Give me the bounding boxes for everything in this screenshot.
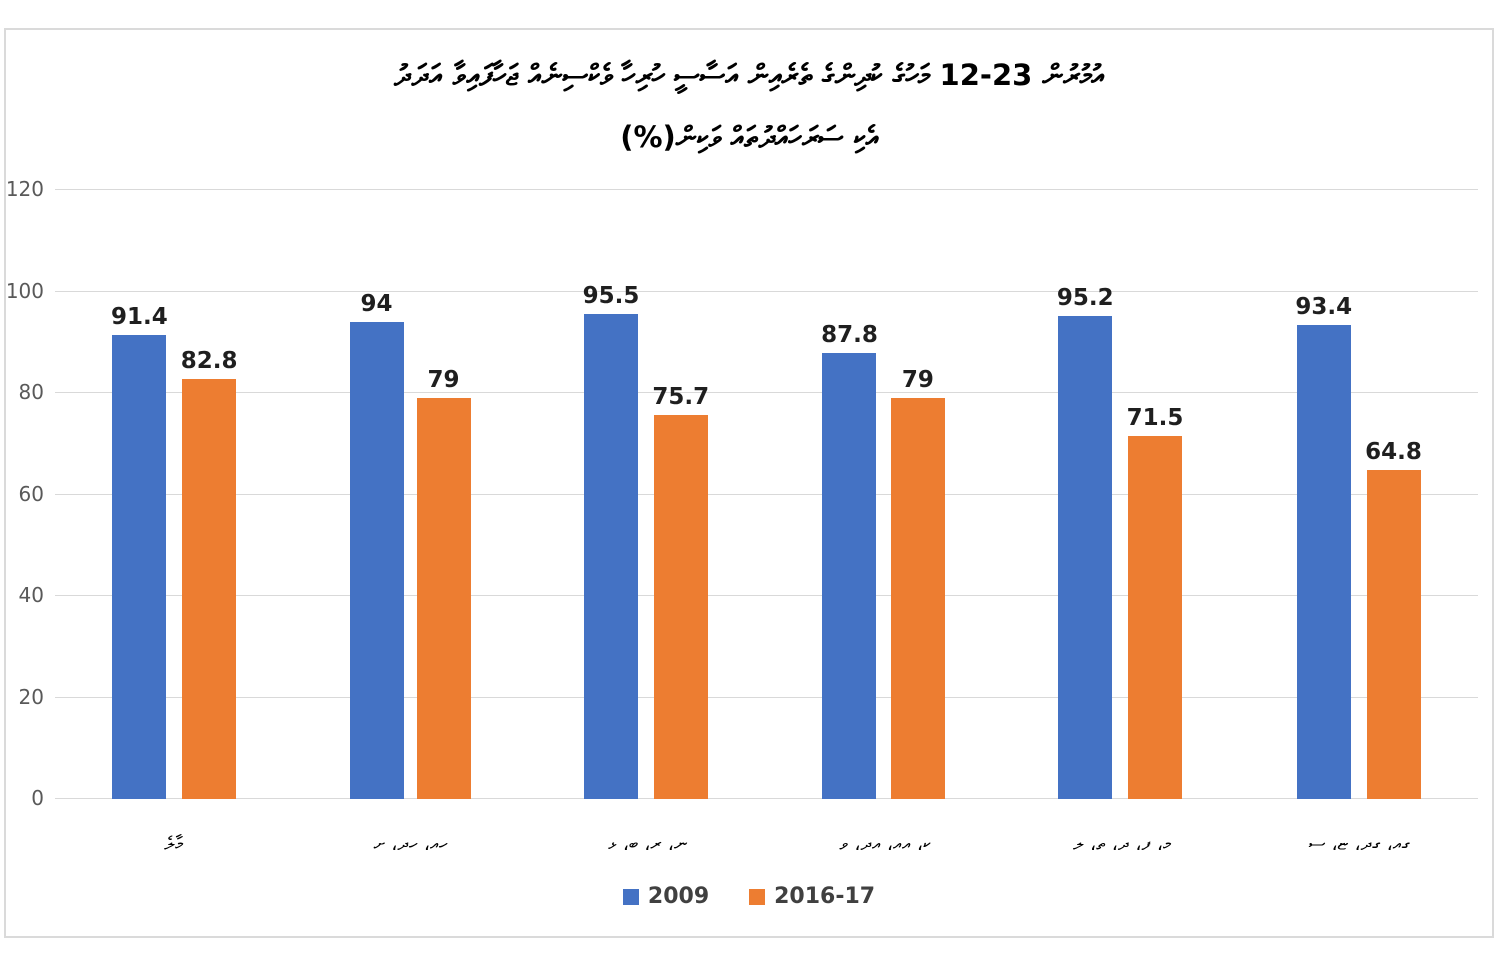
chart-title: އުމުރުން 23-12 މަހުގެ ކުދިންގެ ތެރެއިން … xyxy=(26,44,1472,168)
y-axis-tick-label: 60 xyxy=(18,481,44,506)
bar-column: 79 xyxy=(890,190,945,799)
bar-value-label: 91.4 xyxy=(111,304,168,331)
x-axis-label: މާލެ xyxy=(164,833,184,855)
legend-label: 2009 xyxy=(647,884,710,909)
y-axis-tick-label: 80 xyxy=(18,380,44,404)
legend-swatch-icon xyxy=(749,889,766,905)
bar-column: 87.8 xyxy=(821,190,878,799)
legend: 2009 2016-17 xyxy=(6,886,1492,908)
bar-2016-17 xyxy=(890,398,945,799)
legend-item-2009: 2009 xyxy=(622,884,710,909)
y-axis-tick-label: 40 xyxy=(18,583,44,607)
bar-2009 xyxy=(349,321,404,799)
bar-2009 xyxy=(1296,325,1351,799)
bar-value-label: 95.2 xyxy=(1056,284,1114,311)
bar-value-label: 82.8 xyxy=(180,347,238,374)
chart-title-line1: އުމުރުން 23-12 މަހުގެ ކުދިންގެ ތެރެއިން … xyxy=(394,58,1104,92)
bar-group: 95.5 75.7 xyxy=(582,190,709,799)
bar-2009 xyxy=(583,314,638,799)
y-axis-tick-label: 20 xyxy=(18,684,44,709)
x-axis-label: ގއ، ގދ، ޏ، ސ xyxy=(1308,833,1411,855)
gridline xyxy=(55,189,1478,190)
bar-column: 93.4 xyxy=(1295,190,1352,799)
bar-2009 xyxy=(112,335,167,799)
bar-column: 75.7 xyxy=(652,190,709,799)
bar-column: 95.5 xyxy=(582,190,640,799)
bar-value-label: 71.5 xyxy=(1126,405,1184,432)
bar-value-label: 87.8 xyxy=(821,322,878,349)
x-axis-label: ހއ، ހދ، ށ xyxy=(373,833,448,855)
bar-2016-17 xyxy=(1366,470,1421,799)
bar-column: 79 xyxy=(416,190,471,799)
bar-column: 91.4 xyxy=(111,190,168,799)
bar-2016-17 xyxy=(1128,436,1183,799)
bar-value-label: 64.8 xyxy=(1365,439,1422,466)
bar-column: 71.5 xyxy=(1126,190,1184,799)
gridline xyxy=(55,798,1478,799)
bar-2016-17 xyxy=(416,398,471,799)
bar-group: 94 79 xyxy=(349,190,471,799)
bar-groups: 91.4 82.8 94 79 95.5 75.7 87.8 79 95.2 71.5 93.4 64… xyxy=(55,190,1478,799)
bar-group: 93.4 64.8 xyxy=(1295,190,1422,799)
y-axis-tick-label: 0 xyxy=(31,786,44,810)
bar-group: 91.4 82.8 xyxy=(111,190,238,799)
legend-swatch-icon xyxy=(622,889,639,905)
bar-column: 94 xyxy=(349,190,404,799)
x-axis-label: ކ، އއ، އދ، ވ xyxy=(839,833,931,855)
y-axis-tick-label: 120 xyxy=(5,177,44,201)
plot-area: 0 20 40 60 80 100 120 91.4 82.8 94 79 95.5 75.7 87.8 7… xyxy=(6,178,1478,809)
bar-value-label: 75.7 xyxy=(652,383,710,410)
legend-label: 2016-17 xyxy=(774,884,876,909)
bar-column: 64.8 xyxy=(1365,190,1422,799)
chart-frame: އުމުރުން 23-12 މަހުގެ ކުދިންގެ ތެރެއިން … xyxy=(4,28,1494,938)
bar-2009 xyxy=(1058,315,1113,799)
bar-group: 87.8 79 xyxy=(821,190,945,799)
bar-column: 82.8 xyxy=(181,190,238,799)
bar-value-label: 94 xyxy=(360,290,393,317)
gridline xyxy=(55,595,1478,596)
bar-group: 95.2 71.5 xyxy=(1057,190,1184,799)
bar-2016-17 xyxy=(653,414,708,799)
bar-2016-17 xyxy=(182,378,237,799)
y-axis-tick-label: 100 xyxy=(5,278,44,303)
gridline xyxy=(55,392,1478,393)
bar-value-label: 79 xyxy=(901,367,934,394)
bar-2009 xyxy=(822,353,877,799)
bar-value-label: 95.5 xyxy=(582,283,640,310)
x-axis-label: ނ، ރ، ބ، ޅ xyxy=(608,833,688,855)
bar-value-label: 79 xyxy=(427,367,460,394)
chart-title-line2: އެކި ސަރަހައްދުތައް ވަކިން(%) xyxy=(620,120,878,154)
gridline xyxy=(55,696,1478,698)
x-axis: މާލެ ހއ، ހދ، ށ ނ، ރ، ބ، ޅ ކ، އއ، އދ، ވ މ، ފ،… xyxy=(55,830,1478,858)
gridline xyxy=(55,493,1478,495)
bar-column: 95.2 xyxy=(1057,190,1114,799)
gridline xyxy=(55,290,1478,292)
bar-value-label: 93.4 xyxy=(1295,294,1353,320)
legend-item-2016-17: 2016-17 xyxy=(749,886,875,908)
x-axis-label: މ، ފ، ދ، ތ، ލ xyxy=(1073,833,1172,855)
